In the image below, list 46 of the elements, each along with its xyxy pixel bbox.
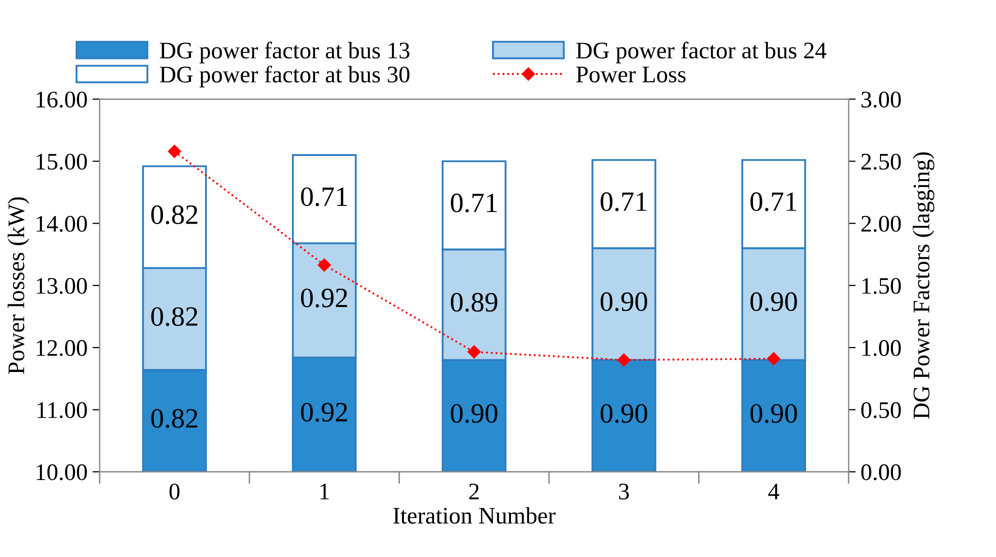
data-label: 0.71 (301, 187, 347, 206)
x-axis-title: Iteration Number (393, 507, 556, 524)
data-label: 0.90 (450, 404, 498, 423)
x-tick-label: 1 (320, 484, 329, 500)
y-tick-label: 13.00 (36, 278, 87, 294)
x-tick-label: 0 (169, 484, 180, 500)
data-label: 0.92 (301, 288, 348, 308)
data-label: 0.90 (600, 292, 648, 312)
point (617, 353, 630, 367)
legend-label: DG power factor at bus 13 (160, 42, 410, 64)
y2-tick-label: 1.50 (862, 278, 901, 294)
data-label: 0.92 (301, 402, 348, 422)
data-label: 0.90 (750, 404, 797, 423)
point (767, 352, 780, 366)
data-label: 0.90 (750, 292, 797, 312)
data-label: 0.71 (450, 194, 497, 212)
y-tick-label: 10.00 (36, 464, 87, 480)
legend-label: Power Loss (576, 66, 686, 82)
y2-tick-label: 2.00 (861, 216, 901, 232)
y2-tick-label: 0.50 (861, 402, 901, 418)
data-label: 0.90 (600, 404, 648, 423)
y-tick-label: 12.00 (36, 340, 87, 356)
point (168, 144, 182, 158)
legend-label: DG power factor at bus 30 (160, 66, 410, 88)
y2-tick-label: 3.00 (862, 92, 901, 108)
point (318, 258, 331, 272)
y-axis-title: Power losses (kW) (8, 197, 30, 374)
point (468, 345, 481, 359)
x-tick-label: 4 (768, 484, 780, 500)
y2-tick-label: 2.50 (861, 154, 901, 170)
data-label: 0.82 (151, 205, 198, 224)
y2-tick-label: 0.00 (861, 464, 901, 480)
x-tick-label: 3 (619, 484, 629, 500)
y-tick-label: 14.00 (36, 216, 87, 232)
y-tick-label: 15.00 (36, 154, 87, 170)
data-label: 0.89 (450, 292, 498, 312)
y-tick-label: 11.00 (38, 402, 87, 418)
data-label: 0.71 (750, 192, 796, 212)
data-label: 0.82 (151, 307, 198, 326)
y-tick-label: 16.00 (36, 92, 87, 108)
data-label: 0.82 (151, 409, 198, 428)
y2-tick-label: 1.00 (862, 340, 901, 356)
y2-axis-title: DG Power Factors (lagging) (912, 152, 934, 419)
data-label: 0.71 (600, 192, 647, 212)
legend-label: DG power factor at bus 24 (576, 42, 826, 64)
x-tick-label: 2 (469, 484, 479, 500)
